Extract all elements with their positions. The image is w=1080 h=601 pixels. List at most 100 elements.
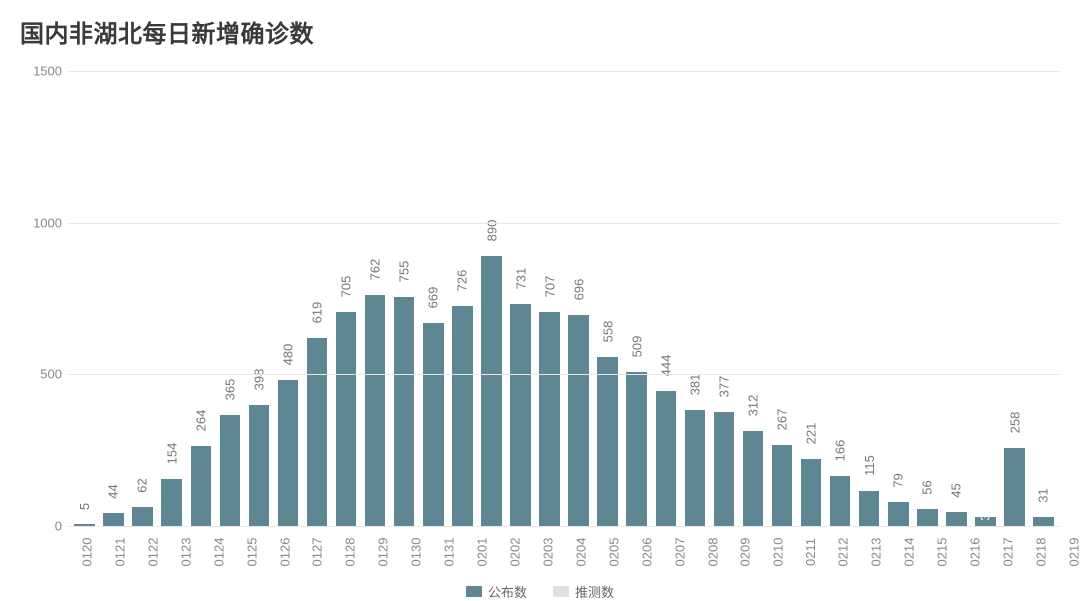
bar-value-label: 755	[397, 261, 412, 283]
bars-container: 5 44 62 154 264 365 398 480 619 705 762 755 669 726 89…	[68, 71, 1060, 526]
x-tick-label: 0219	[1053, 538, 1080, 567]
y-tick-label: 0	[55, 519, 62, 534]
bar: 444	[653, 71, 678, 526]
bar-value-label: 221	[804, 423, 819, 445]
legend: 公布数 推测数	[20, 582, 1060, 601]
bar: 45	[944, 71, 969, 526]
bar-rect	[568, 315, 589, 526]
bar-value-label: 619	[310, 302, 325, 324]
bar-value-label: 365	[222, 379, 237, 401]
bar-value-label: 258	[1007, 411, 1022, 433]
bar: 166	[828, 71, 853, 526]
bar: 312	[740, 71, 765, 526]
legend-item: 公布数	[466, 582, 527, 601]
bar: 267	[770, 71, 795, 526]
bar-rect	[975, 517, 996, 526]
bar: 377	[711, 71, 736, 526]
bar-rect	[946, 512, 967, 526]
bar-rect	[772, 445, 793, 526]
bar-value-label: 264	[193, 410, 208, 432]
bar-value-label: 267	[775, 409, 790, 431]
bar-value-label: 731	[513, 268, 528, 290]
bar-rect	[685, 410, 706, 526]
legend-label: 公布数	[488, 582, 527, 601]
bar-value-label: 44	[106, 484, 121, 498]
bar-rect	[423, 323, 444, 526]
legend-swatch	[466, 586, 482, 597]
bar: 5	[72, 71, 97, 526]
bar-value-label: 726	[455, 269, 470, 291]
bar: 62	[130, 71, 155, 526]
bar: 221	[799, 71, 824, 526]
bar-value-label: 115	[862, 455, 877, 476]
bar: 755	[392, 71, 417, 526]
bar-rect	[917, 509, 938, 526]
y-tick-label: 1500	[33, 64, 62, 79]
bar-value-label: 62	[135, 478, 150, 492]
legend-swatch	[553, 586, 569, 597]
bar-value-label: 31	[1036, 488, 1051, 502]
bar-rect	[103, 513, 124, 526]
bar: 56	[915, 71, 940, 526]
bar: 154	[159, 71, 184, 526]
bar-rect	[452, 306, 473, 526]
bar-value-label: 705	[339, 276, 354, 298]
bar-rect	[830, 476, 851, 526]
bar: 258	[1002, 71, 1027, 526]
bar: 558	[595, 71, 620, 526]
bar-rect	[1033, 517, 1054, 526]
bar: 264	[188, 71, 213, 526]
bar-rect	[220, 415, 241, 526]
bar: 707	[537, 71, 562, 526]
bar: 115	[857, 71, 882, 526]
legend-label: 推测数	[575, 582, 614, 601]
bar: 31	[973, 71, 998, 526]
bar-value-label: 398	[251, 369, 266, 391]
bar: 762	[363, 71, 388, 526]
bar-rect	[656, 391, 677, 526]
bar-rect	[597, 357, 618, 526]
bar: 31	[1031, 71, 1056, 526]
y-axis: 050010001500	[20, 71, 68, 526]
chart-title: 国内非湖北每日新增确诊数	[20, 14, 1060, 49]
bar: 79	[886, 71, 911, 526]
gridline	[68, 374, 1060, 375]
gridline	[68, 526, 1060, 527]
bar-value-label: 79	[891, 473, 906, 487]
bar-rect	[714, 412, 735, 526]
bar-value-label: 669	[426, 287, 441, 309]
bar-rect	[365, 295, 386, 526]
bar: 365	[217, 71, 242, 526]
bar-rect	[743, 431, 764, 526]
bar-rect	[801, 459, 822, 526]
bar-rect	[161, 479, 182, 526]
bar: 696	[566, 71, 591, 526]
bar-rect	[278, 380, 299, 526]
bar-rect	[191, 446, 212, 526]
bar-rect	[626, 372, 647, 526]
bar-value-label: 558	[600, 320, 615, 342]
bar: 398	[246, 71, 271, 526]
bar-value-label: 480	[280, 344, 295, 366]
plot-region: 5 44 62 154 264 365 398 480 619 705 762 755 669 726 89…	[68, 71, 1060, 526]
bar-value-label: 509	[629, 335, 644, 357]
chart-plot-area: 050010001500 544621542643653984806197057…	[20, 71, 1060, 526]
bar-rect	[394, 297, 415, 526]
bar-value-label: 154	[164, 443, 179, 465]
bar-rect	[481, 256, 502, 526]
bar-rect	[132, 507, 153, 526]
y-tick-label: 500	[40, 367, 62, 382]
y-tick-label: 1000	[33, 215, 62, 230]
bar-value-label: 696	[571, 279, 586, 301]
bar-rect	[539, 312, 560, 526]
bar-rect	[1004, 448, 1025, 526]
bar-value-label: 166	[833, 439, 848, 461]
bar-rect	[888, 502, 909, 526]
bar: 705	[334, 71, 359, 526]
bar-rect	[336, 312, 357, 526]
bar: 890	[479, 71, 504, 526]
bar-value-label: 381	[687, 374, 702, 396]
bar-value-label: 707	[542, 275, 557, 297]
bar-rect	[307, 338, 328, 526]
x-axis-labels: 0120012101220123012401250126012701280129…	[68, 532, 1060, 572]
